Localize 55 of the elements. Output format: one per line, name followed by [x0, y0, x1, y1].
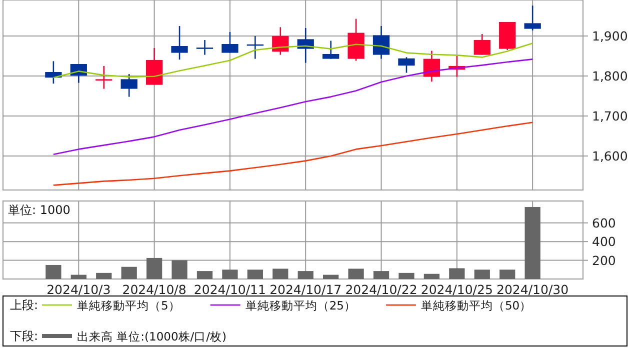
line-series [52, 122, 534, 186]
candlestick [372, 25, 390, 60]
bar [96, 272, 112, 279]
bar [146, 258, 162, 279]
candlestick [423, 50, 440, 82]
legend-title: 上段: [10, 298, 38, 312]
bar [196, 271, 213, 279]
bar [298, 271, 314, 279]
candlestick [524, 4, 541, 32]
x-tick-label: 2024/10/30 [496, 282, 569, 297]
candlestick [120, 73, 138, 98]
x-tick-label: 2024/10/22 [345, 282, 418, 297]
bar [121, 266, 137, 279]
y-tick-label: 1,800 [592, 68, 628, 84]
legend-label: 単純移動平均（25） [245, 298, 356, 312]
y-tick-label: 400 [592, 234, 616, 250]
candlestick [272, 26, 289, 56]
bar [172, 260, 188, 279]
candlestick [196, 39, 214, 56]
x-tick-label: 2024/10/3 [46, 282, 111, 297]
bar [46, 264, 62, 279]
legend-label: 出来高 単位:(1000株/口/枚) [77, 330, 227, 344]
bar [424, 274, 440, 279]
bar [247, 270, 263, 279]
bar [373, 271, 390, 279]
candlestick [474, 33, 490, 56]
legend-label: 単純移動平均（5） [77, 298, 180, 312]
bar [500, 270, 516, 279]
x-tick-label: 2024/10/25 [420, 282, 493, 297]
x-tick-label: 2024/10/8 [122, 282, 186, 297]
candlestick [171, 25, 188, 60]
candlestick [96, 65, 112, 90]
candlestick [222, 31, 238, 54]
x-tick-label: 2024/10/17 [270, 282, 342, 297]
bar [449, 268, 465, 279]
bar [222, 270, 238, 279]
bar [272, 268, 288, 279]
annotation: 単位: 1000 [8, 203, 70, 217]
x-tick-label: 2024/10/11 [194, 282, 266, 297]
bar [474, 270, 490, 279]
bar [70, 274, 86, 279]
candlestick [322, 40, 340, 60]
y-tick-label: 200 [592, 252, 616, 268]
y-tick-label: 1,900 [592, 28, 628, 44]
line-series [52, 58, 534, 156]
y-tick-label: 1,700 [592, 108, 628, 124]
y-tick-label: 1,600 [592, 148, 628, 164]
legend-title: 下段: [10, 329, 38, 343]
bar [524, 206, 540, 279]
bar [398, 272, 414, 279]
bar [348, 268, 364, 279]
candlestick [398, 56, 415, 74]
y-tick-label: 600 [592, 215, 616, 230]
legend-label: 単純移動平均（50） [420, 298, 532, 312]
bar [323, 274, 339, 279]
